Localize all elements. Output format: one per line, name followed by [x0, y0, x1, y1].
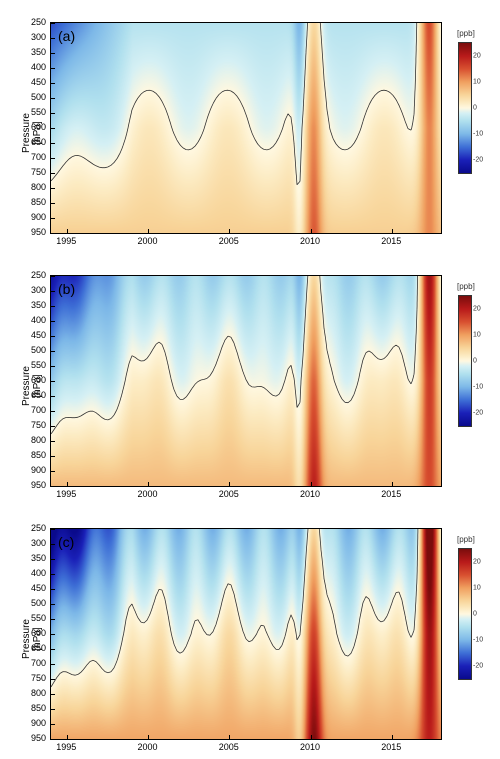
- colorbar-tick: 20: [473, 559, 481, 566]
- ylabel: Pressure [hPa]: [21, 103, 43, 163]
- ytick: 300: [16, 538, 46, 548]
- xtick: 2010: [300, 236, 320, 246]
- colorbar-tick: 10: [473, 79, 481, 86]
- colorbar-tick: 20: [473, 306, 481, 313]
- plot-area: [50, 528, 442, 740]
- ylabel: Pressure [hPa]: [21, 356, 43, 416]
- colorbar-tick: -10: [473, 384, 483, 391]
- ytick: 500: [16, 598, 46, 608]
- xtick: 2015: [381, 489, 401, 499]
- colorbar-tick: -20: [473, 663, 483, 670]
- xtick: 1995: [56, 236, 76, 246]
- panel-label: (a): [58, 28, 75, 44]
- colorbar-tick: 20: [473, 53, 481, 60]
- ytick: 500: [16, 92, 46, 102]
- panel-label: (b): [58, 281, 75, 297]
- panel-c: (c)2503003504004505005506006507007508008…: [50, 528, 440, 738]
- colorbar-tick: 10: [473, 332, 481, 339]
- contour-lines: [51, 276, 441, 486]
- xtick: 2010: [300, 489, 320, 499]
- ytick: 450: [16, 77, 46, 87]
- colorbar-tick: -20: [473, 157, 483, 164]
- plot-area: [50, 275, 442, 487]
- ytick: 750: [16, 420, 46, 430]
- ytick: 350: [16, 553, 46, 563]
- xtick: 2015: [381, 742, 401, 752]
- ytick: 450: [16, 330, 46, 340]
- panel-label: (c): [58, 534, 74, 550]
- colorbar: -20-1001020[ppb]: [458, 42, 472, 174]
- colorbar-title: [ppb]: [457, 535, 475, 544]
- xtick: 2005: [219, 742, 239, 752]
- colorbar-tick: 0: [473, 105, 477, 112]
- ytick: 300: [16, 32, 46, 42]
- figure: (a)2503003504004505005506006507007508008…: [0, 0, 500, 759]
- ytick: 950: [16, 733, 46, 743]
- colorbar-tick: 0: [473, 611, 477, 618]
- ytick: 900: [16, 465, 46, 475]
- ytick: 800: [16, 688, 46, 698]
- contour-lines: [51, 23, 441, 233]
- contour-lines: [51, 529, 441, 739]
- ytick: 450: [16, 583, 46, 593]
- xtick: 2005: [219, 236, 239, 246]
- ytick: 400: [16, 568, 46, 578]
- ytick: 950: [16, 227, 46, 237]
- ytick: 800: [16, 435, 46, 445]
- ytick: 850: [16, 197, 46, 207]
- ytick: 750: [16, 673, 46, 683]
- ytick: 400: [16, 315, 46, 325]
- ytick: 350: [16, 300, 46, 310]
- panel-b: (b)2503003504004505005506006507007508008…: [50, 275, 440, 485]
- colorbar-title: [ppb]: [457, 282, 475, 291]
- ytick: 800: [16, 182, 46, 192]
- ytick: 850: [16, 703, 46, 713]
- xtick: 2000: [137, 742, 157, 752]
- ytick: 250: [16, 17, 46, 27]
- colorbar-tick: 10: [473, 585, 481, 592]
- ytick: 950: [16, 480, 46, 490]
- ytick: 400: [16, 62, 46, 72]
- ytick: 350: [16, 47, 46, 57]
- ytick: 500: [16, 345, 46, 355]
- xtick: 2000: [137, 236, 157, 246]
- ytick: 850: [16, 450, 46, 460]
- ytick: 900: [16, 718, 46, 728]
- xtick: 2000: [137, 489, 157, 499]
- xtick: 2010: [300, 742, 320, 752]
- xtick: 2015: [381, 236, 401, 246]
- ylabel: Pressure [hPa]: [21, 609, 43, 669]
- colorbar-tick: -20: [473, 410, 483, 417]
- ytick: 300: [16, 285, 46, 295]
- colorbar-title: [ppb]: [457, 29, 475, 38]
- panel-a: (a)2503003504004505005506006507007508008…: [50, 22, 440, 232]
- xtick: 1995: [56, 742, 76, 752]
- xtick: 2005: [219, 489, 239, 499]
- ytick: 900: [16, 212, 46, 222]
- colorbar-tick: 0: [473, 358, 477, 365]
- colorbar: -20-1001020[ppb]: [458, 548, 472, 680]
- colorbar-tick: -10: [473, 131, 483, 138]
- ytick: 250: [16, 523, 46, 533]
- colorbar: -20-1001020[ppb]: [458, 295, 472, 427]
- colorbar-tick: -10: [473, 637, 483, 644]
- ytick: 250: [16, 270, 46, 280]
- plot-area: [50, 22, 442, 234]
- ytick: 750: [16, 167, 46, 177]
- xtick: 1995: [56, 489, 76, 499]
